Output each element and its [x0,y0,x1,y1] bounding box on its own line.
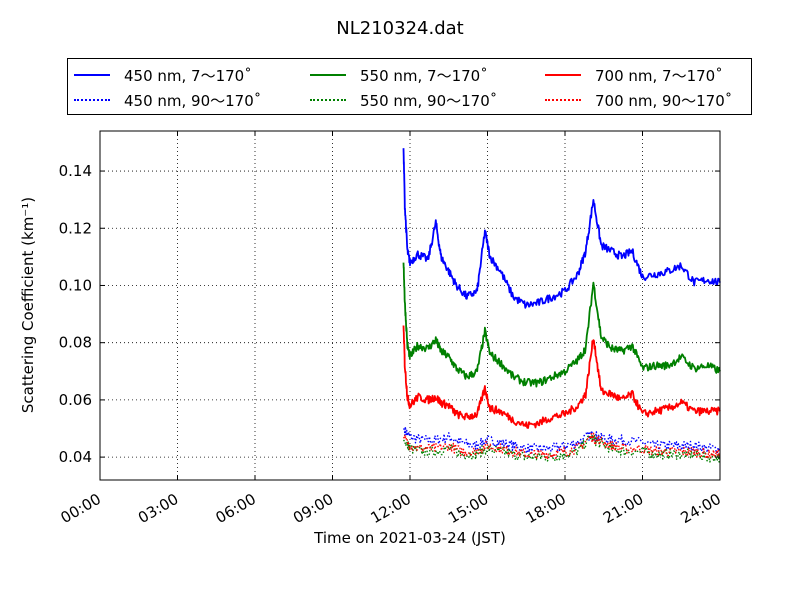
y-tick-label: 0.14 [59,162,92,180]
x-axis-label: Time on 2021-03-24 (JST) [314,529,506,547]
series-line [402,432,721,460]
y-tick-label: 0.10 [59,276,92,294]
x-tick-label: 21:00 [600,490,646,527]
x-tick-label: 18:00 [523,490,569,527]
y-axis-label: Scattering Coefficient (km⁻¹) [19,196,37,414]
x-tick-label: 24:00 [678,490,724,527]
legend-swatch [310,99,346,101]
series-line [402,148,721,309]
series-line [402,325,721,429]
grid [100,131,720,480]
x-tick-label: 03:00 [135,490,181,527]
legend-label: 550 nm, 90～170˚ [360,92,498,110]
x-tick-label: 06:00 [213,490,259,527]
series-layer [402,148,721,463]
series-line [402,434,721,463]
legend: 450 nm, 7～170˚ 450 nm, 90～170˚ 550 nm, 7… [67,58,752,115]
x-tick-label: 12:00 [368,490,414,527]
legend-swatch [74,74,110,76]
legend-label: 700 nm, 90～170˚ [595,92,733,110]
legend-swatch [545,99,581,101]
legend-label: 700 nm, 7～170˚ [595,67,723,85]
legend-swatch [545,74,581,76]
y-tick-label: 0.12 [59,219,92,237]
x-tick-label: 15:00 [445,490,491,527]
series-line [402,426,721,454]
legend-swatch [310,74,346,76]
legend-label: 450 nm, 90～170˚ [124,92,262,110]
series-line [402,262,721,388]
legend-swatch [74,99,110,101]
legend-label: 550 nm, 7～170˚ [360,67,488,85]
chart-title: NL210324.dat [336,18,464,39]
x-tick-label: 00:00 [58,490,104,527]
y-tick-label: 0.06 [59,391,92,409]
legend-label: 450 nm, 7～170˚ [124,67,252,85]
y-tick-label: 0.08 [59,334,92,352]
x-tick-label: 09:00 [290,490,336,527]
ticks: 00:00 03:00 06:00 09:00 12:00 15:00 18:00 21:00… [58,131,724,527]
y-tick-label: 0.04 [59,448,92,466]
